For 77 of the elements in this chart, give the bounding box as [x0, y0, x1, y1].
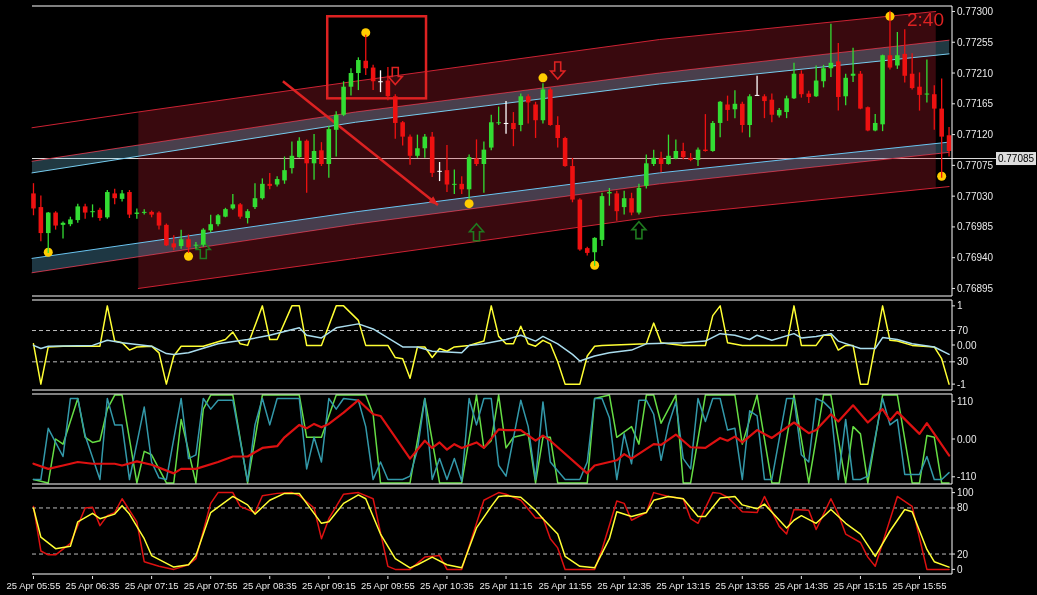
x-tick-label: 25 Apr 06:35 — [65, 580, 120, 591]
candlestick — [178, 229, 184, 249]
y-tick-label: 0.76895 — [957, 282, 994, 294]
ref-line-label: 0.77085 — [997, 153, 1035, 165]
x-tick-label: 25 Apr 12:35 — [597, 580, 652, 591]
candlestick — [400, 120, 405, 146]
candlestick — [843, 73, 848, 106]
candlestick — [614, 190, 620, 221]
x-tick-label: 25 Apr 08:35 — [242, 580, 297, 591]
x-tick-label: 25 Apr 13:55 — [715, 580, 770, 591]
candlestick — [304, 139, 309, 193]
y-tick-label: 0.77165 — [957, 98, 994, 110]
y-tick-label: 0.77210 — [957, 67, 994, 79]
y-tick-label: 110 — [957, 395, 974, 407]
candlestick — [555, 116, 560, 148]
y-tick-label: 80 — [957, 502, 969, 514]
x-tick-label: 25 Apr 09:15 — [301, 580, 356, 591]
y-tick-label: 0 — [957, 563, 963, 575]
candlestick — [297, 137, 302, 158]
candlestick — [474, 139, 479, 167]
candlestick — [119, 190, 125, 202]
candlestick — [282, 156, 287, 184]
y-tick-label: 0.77120 — [957, 129, 994, 141]
candlestick — [31, 183, 36, 216]
candlestick — [740, 101, 745, 133]
x-tick-label: 25 Apr 13:15 — [656, 580, 711, 591]
x-tick-label: 25 Apr 14:35 — [774, 580, 829, 591]
candlestick — [415, 134, 420, 158]
y-tick-label: 0.76940 — [957, 252, 994, 264]
x-tick-label: 25 Apr 09:55 — [360, 580, 415, 591]
x-tick-label: 25 Apr 10:35 — [420, 580, 474, 591]
candlestick — [533, 101, 538, 138]
candlestick — [378, 70, 383, 93]
y-tick-label: 0.00 — [957, 433, 977, 445]
candlestick — [784, 95, 789, 119]
y2-tick-label: 30 — [957, 356, 969, 368]
candlestick — [666, 134, 671, 165]
candlestick — [902, 29, 908, 83]
candlestick — [895, 32, 900, 69]
candlestick — [356, 57, 361, 91]
candlestick — [725, 95, 730, 121]
x-tick-label: 25 Apr 07:15 — [124, 580, 179, 591]
candlestick — [260, 178, 265, 200]
annotation: 2:40 — [907, 9, 944, 30]
y-tick-label: -110 — [957, 471, 977, 483]
candlestick — [141, 209, 147, 215]
y2-tick-label: 70 — [957, 325, 969, 337]
candlestick — [127, 190, 132, 218]
y-tick-label: 0.77300 — [957, 5, 994, 17]
candlestick — [931, 85, 937, 130]
x-tick-label: 25 Apr 15:55 — [892, 580, 947, 591]
y-tick-label: 20 — [957, 548, 969, 560]
y-tick-label: 1 — [957, 300, 963, 312]
y-tick-label: 0.76985 — [957, 221, 994, 233]
x-tick-label: 25 Apr 05:55 — [6, 580, 61, 591]
candlestick — [762, 94, 767, 119]
y-tick-label: 100 — [957, 487, 975, 499]
candlestick — [644, 154, 649, 189]
y-tick-label: 0.77255 — [957, 36, 994, 48]
candlestick — [917, 72, 922, 111]
x-tick-label: 25 Apr 15:15 — [833, 580, 888, 591]
y-tick-label: 0.77030 — [957, 190, 994, 202]
y-tick-label: -1 — [957, 378, 967, 390]
candlestick — [799, 70, 804, 98]
candlestick — [452, 169, 457, 195]
candlestick — [444, 144, 450, 192]
x-tick-label: 25 Apr 11:15 — [479, 580, 533, 591]
x-tick-label: 25 Apr 11:55 — [538, 580, 592, 591]
candlestick — [673, 139, 679, 160]
y-tick-label: 0.00 — [957, 339, 977, 351]
y-tick-label: 0.77075 — [957, 159, 994, 171]
x-tick-label: 25 Apr 07:55 — [183, 580, 238, 591]
candlestick — [511, 112, 516, 147]
candlestick — [319, 142, 324, 167]
candlestick — [629, 192, 634, 216]
candlestick — [821, 64, 826, 88]
candlestick — [164, 223, 169, 247]
